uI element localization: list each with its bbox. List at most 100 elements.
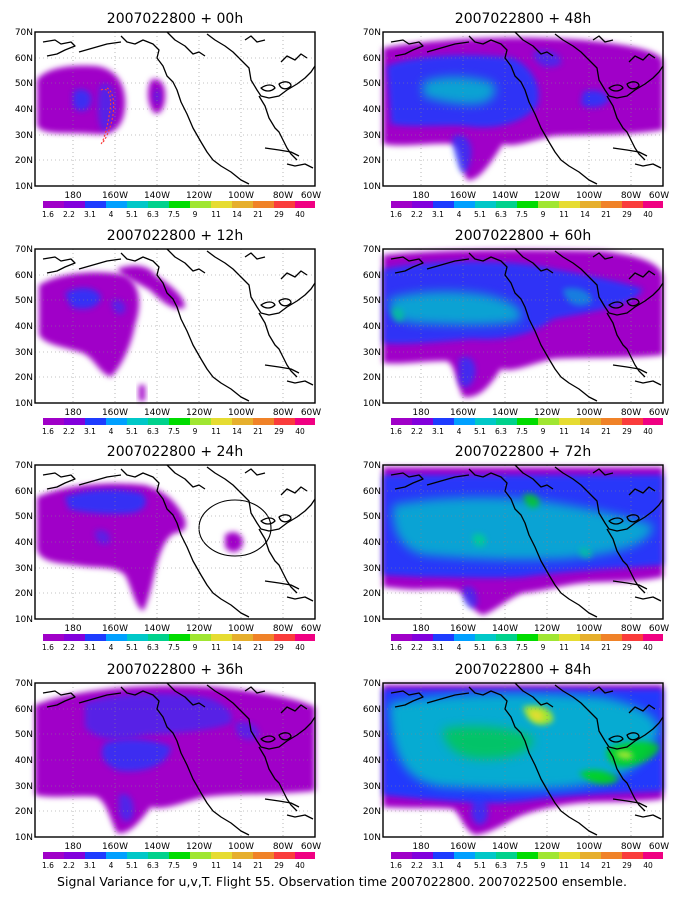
colorbar-label: 40	[643, 210, 653, 219]
lon-label: 140W	[492, 842, 518, 852]
panel-title: 2007022800 + 84h	[455, 662, 591, 678]
colorbar-swatch	[106, 852, 127, 859]
lat-label: 70N	[15, 679, 33, 689]
colorbar-label: 14	[232, 427, 242, 436]
colorbar-swatch	[232, 201, 253, 208]
lat-labels: 70N 60N 50N 40N 30N 20N 10N	[15, 679, 33, 843]
colorbar-swatch	[517, 201, 538, 208]
colorbar-label: 2.2	[411, 210, 423, 219]
colorbar-label: 9	[193, 427, 198, 436]
lon-label: 60W	[301, 624, 321, 634]
lon-label: 140W	[144, 408, 170, 418]
lat-label: 40N	[363, 322, 381, 332]
colorbar-swatch	[391, 634, 412, 641]
colorbar-label: 5.1	[474, 427, 486, 436]
lat-label: 10N	[363, 182, 381, 192]
coastlines	[42, 31, 316, 185]
lon-label: 120W	[534, 191, 560, 201]
colorbar-swatch	[169, 418, 190, 425]
colorbar-swatch	[106, 201, 127, 208]
colorbar-label: 9	[541, 210, 546, 219]
colorbar-label: 4	[109, 643, 114, 652]
colorbar-label: 7.5	[168, 427, 180, 436]
colorbar-swatch	[253, 201, 274, 208]
lon-label: 120W	[186, 842, 212, 852]
colorbar-label: 9	[541, 861, 546, 870]
colorbar-label: 7.5	[168, 210, 180, 219]
colorbar: 1.6 2.2 3.1 4 5.1 6.3 7.5 9 11 14 21 29 …	[390, 201, 663, 219]
colorbar-label: 29	[622, 643, 632, 652]
colorbar-swatch	[295, 418, 315, 425]
panel-00h: 2007022800 + 00h	[15, 11, 321, 219]
colorbar-label: 29	[622, 427, 632, 436]
lon-labels: 180 160W 140W 120W 100W 80W 60W	[64, 842, 321, 852]
panel-36h: 2007022800 + 36h	[15, 662, 321, 870]
lat-label: 10N	[363, 399, 381, 409]
lon-label: 140W	[492, 408, 518, 418]
colorbar-label: 21	[253, 861, 263, 870]
lat-label: 60N	[15, 271, 33, 281]
colorbar-swatch	[274, 634, 295, 641]
lat-label: 10N	[15, 399, 33, 409]
coastlines	[42, 464, 316, 618]
colorbar-swatch	[148, 634, 169, 641]
colorbar-label: 21	[601, 210, 611, 219]
map-frame	[382, 464, 664, 620]
lon-label: 160W	[450, 842, 476, 852]
lon-label: 180	[412, 842, 429, 852]
colorbar-swatch	[232, 852, 253, 859]
lon-label: 120W	[534, 624, 560, 634]
colorbar-swatch	[580, 634, 601, 641]
gridlines	[35, 465, 315, 619]
colorbar-swatch	[148, 201, 169, 208]
colorbar-swatch	[211, 634, 232, 641]
colorbar: 1.6 2.2 3.1 4 5.1 6.3 7.5 9 11 14 21 29 …	[42, 852, 315, 870]
lon-label: 140W	[492, 624, 518, 634]
colorbar-label: 5.1	[126, 643, 138, 652]
lat-label: 10N	[363, 615, 381, 625]
colorbar-label: 21	[601, 427, 611, 436]
lon-label: 100W	[228, 191, 254, 201]
lon-label: 80W	[621, 191, 641, 201]
colorbar-swatch	[433, 201, 454, 208]
colorbar-swatch	[295, 852, 315, 859]
map-frame	[34, 248, 316, 404]
lat-labels: 70N 60N 50N 40N 30N 20N 10N	[363, 245, 381, 409]
lat-label: 50N	[363, 79, 381, 89]
lon-label: 160W	[450, 408, 476, 418]
lon-label: 120W	[186, 624, 212, 634]
colorbar-swatch	[253, 852, 274, 859]
lat-label: 40N	[15, 322, 33, 332]
colorbar-label: 14	[232, 643, 242, 652]
colorbar-label: 5.1	[474, 210, 486, 219]
colorbar-swatch	[580, 201, 601, 208]
colorbar-swatch	[475, 634, 496, 641]
colorbar-label: 21	[253, 427, 263, 436]
colorbar-label: 9	[193, 643, 198, 652]
lat-label: 40N	[15, 105, 33, 115]
colorbar-swatch	[148, 418, 169, 425]
colorbar-label: 4	[457, 861, 462, 870]
colorbar-label: 4	[109, 427, 114, 436]
lat-label: 70N	[363, 461, 381, 471]
lon-label: 60W	[649, 191, 669, 201]
colorbar-label: 21	[253, 210, 263, 219]
colorbar-swatch	[643, 634, 663, 641]
lat-label: 30N	[15, 131, 33, 141]
panel-84h: 2007022800 + 84h	[363, 662, 669, 870]
lat-labels: 70N 60N 50N 40N 30N 20N 10N	[363, 679, 381, 843]
lon-label: 120W	[186, 408, 212, 418]
colorbar-label: 40	[295, 643, 305, 652]
colorbar-swatch	[43, 418, 64, 425]
colorbar-swatch	[412, 634, 433, 641]
lon-label: 60W	[649, 408, 669, 418]
colorbar-swatch	[274, 201, 295, 208]
colorbar-label: 6.3	[147, 427, 159, 436]
coastlines	[390, 31, 664, 185]
colorbar-swatch	[295, 634, 315, 641]
colorbar-label: 4	[457, 210, 462, 219]
lon-label: 180	[412, 191, 429, 201]
lat-label: 50N	[15, 730, 33, 740]
colorbar-swatch	[274, 418, 295, 425]
colorbar-swatch	[517, 634, 538, 641]
